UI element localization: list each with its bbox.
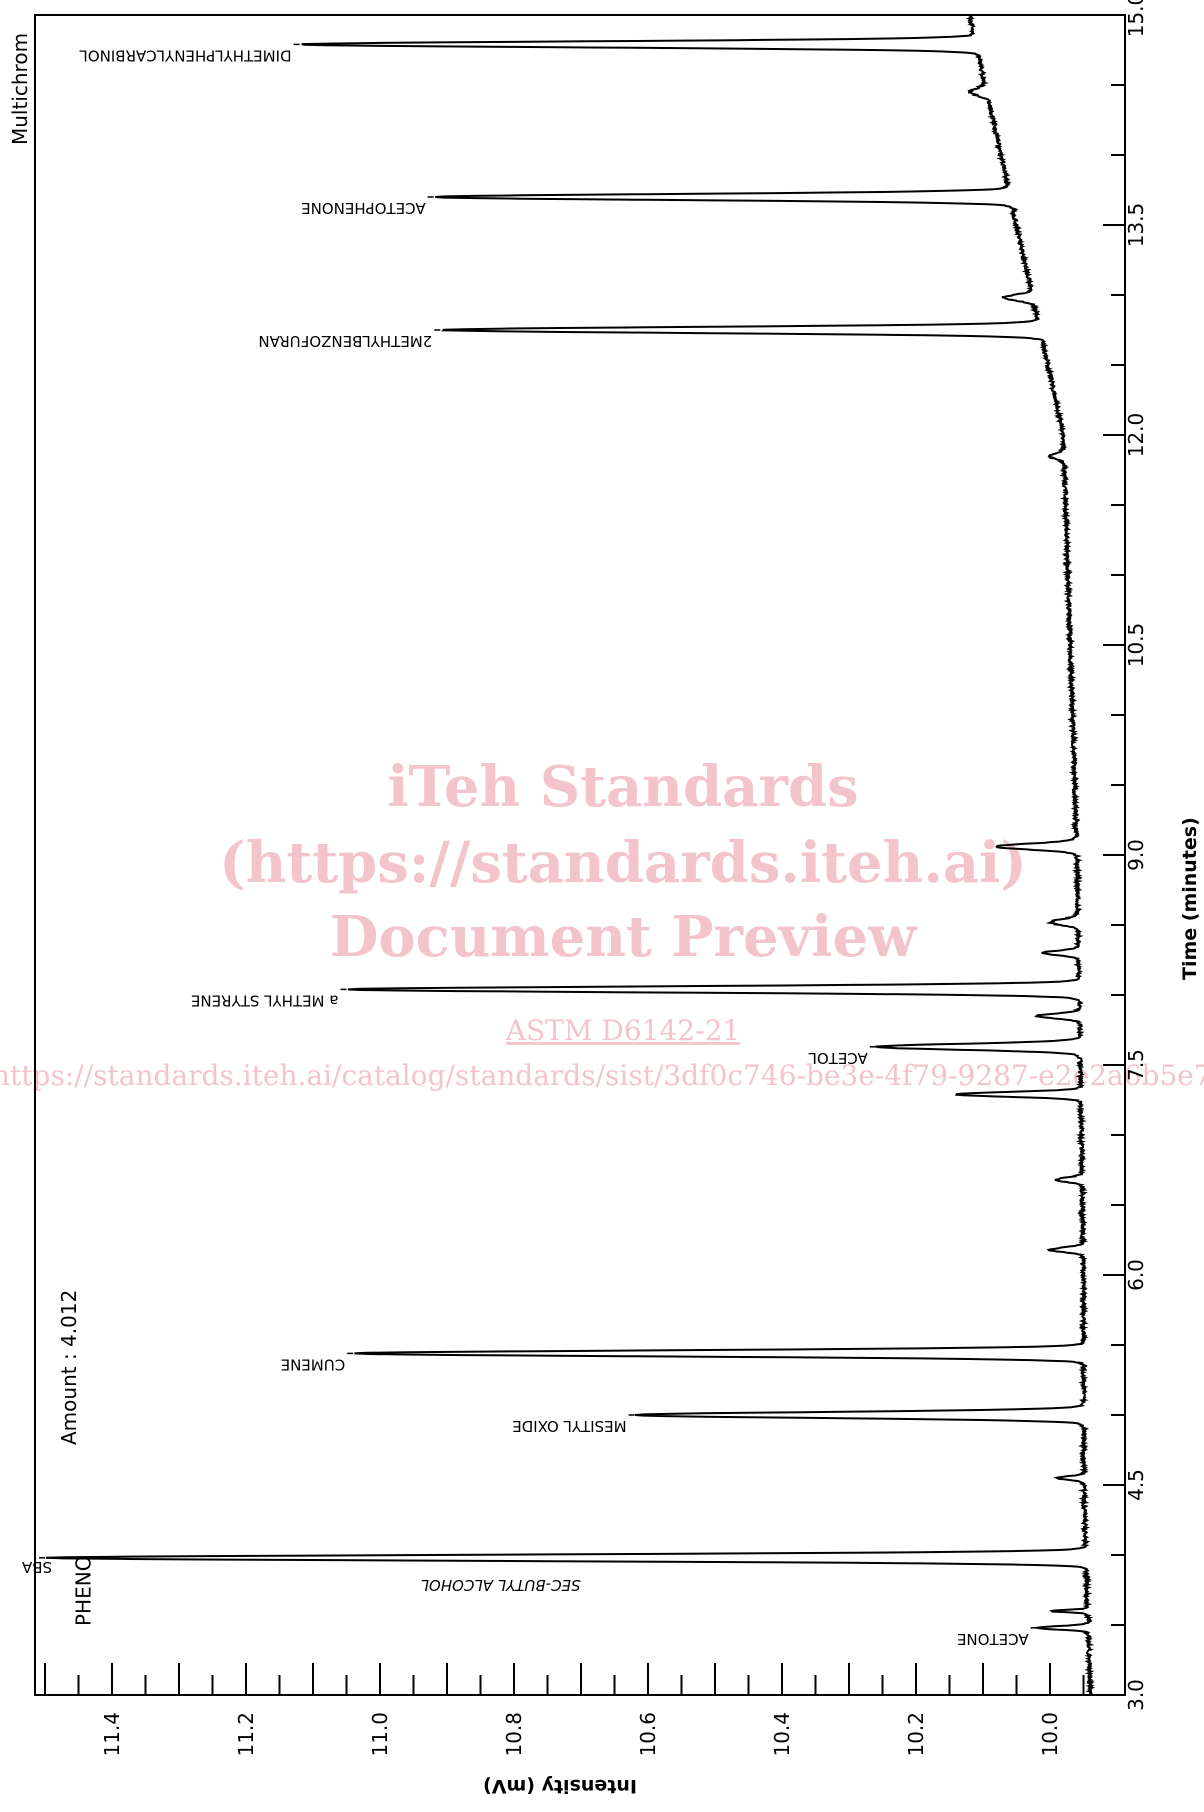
intensity-tick-label: 11.2 — [234, 1712, 258, 1757]
watermark-line2: (https://standards.iteh.ai) — [219, 830, 1027, 896]
pheno-label: PHENO — [72, 1556, 96, 1626]
intensity-tick-label: 11.0 — [368, 1712, 392, 1757]
time-tick-label: 4.5 — [1124, 1469, 1148, 1501]
intensity-axis: 10.0 10.2 10.4 10.6 10.8 11.0 11.2 11.4 — [44, 1663, 1085, 1757]
intensity-tick-label: 10.2 — [904, 1712, 928, 1757]
sec-butyl-alcohol-label: SEC-BUTYL ALCOHOL — [421, 1576, 581, 1594]
time-tick-label: 12.0 — [1124, 413, 1148, 458]
time-tick-label: 3.0 — [1124, 1679, 1148, 1711]
intensity-tick-label: 10.4 — [770, 1712, 794, 1757]
peak-label: ACETONE — [957, 1630, 1029, 1648]
amount-label: Amount : 4.012 — [57, 1290, 81, 1445]
time-tick-label: 6.0 — [1124, 1259, 1148, 1291]
watermark-line3: Document Preview — [330, 904, 918, 970]
peak-label: ACETOL — [808, 1049, 868, 1067]
intensity-tick-label: 10.8 — [502, 1712, 526, 1757]
time-tick-label: 15.0 — [1124, 0, 1148, 37]
peak-label: MESITYL OXIDE — [512, 1417, 626, 1435]
intensity-tick-label: 10.0 — [1038, 1712, 1062, 1757]
intensity-tick-label: 10.6 — [636, 1712, 660, 1757]
intensity-axis-title: Intensity (mV) — [483, 1775, 637, 1797]
peak-label: ACETOPHENONE — [301, 199, 425, 217]
time-tick-label: 13.5 — [1124, 203, 1148, 248]
watermark-line1: iTeh Standards — [387, 754, 858, 820]
watermark: iTeh Standards (https://standards.iteh.a… — [0, 754, 1204, 1092]
intensity-tick-label: 11.4 — [100, 1712, 124, 1757]
watermark-line5: https://standards.iteh.ai/catalog/standa… — [0, 1059, 1204, 1092]
chart-title: Multichrom — [8, 33, 32, 145]
peak-label: a METHYL STYRENE — [191, 991, 339, 1009]
peak-label: 2METHYLBENZOFURAN — [258, 332, 432, 350]
peak-label: DIMETHYLPHENYLCARBINOL — [79, 46, 292, 64]
time-tick-label: 10.5 — [1124, 623, 1148, 668]
chromatogram-trace — [45, 14, 1096, 1696]
peak-labels: ACETONE SBA MESITYL OXIDE CUMENE ACETOL a MET… — [21, 43, 1037, 1648]
time-tick-label: 9.0 — [1124, 839, 1148, 871]
time-tick-label: 7.5 — [1124, 1049, 1148, 1081]
time-axis: 3.0 4.5 6.0 7.5 9.0 10.5 12.0 13.5 15.0 — [1103, 0, 1148, 1711]
time-axis-title: Time (minutes) — [1179, 817, 1201, 980]
watermark-line4: ASTM D6142-21 — [505, 1014, 740, 1047]
peak-label: SBA — [21, 1558, 52, 1576]
peak-label: CUMENE — [281, 1355, 346, 1373]
